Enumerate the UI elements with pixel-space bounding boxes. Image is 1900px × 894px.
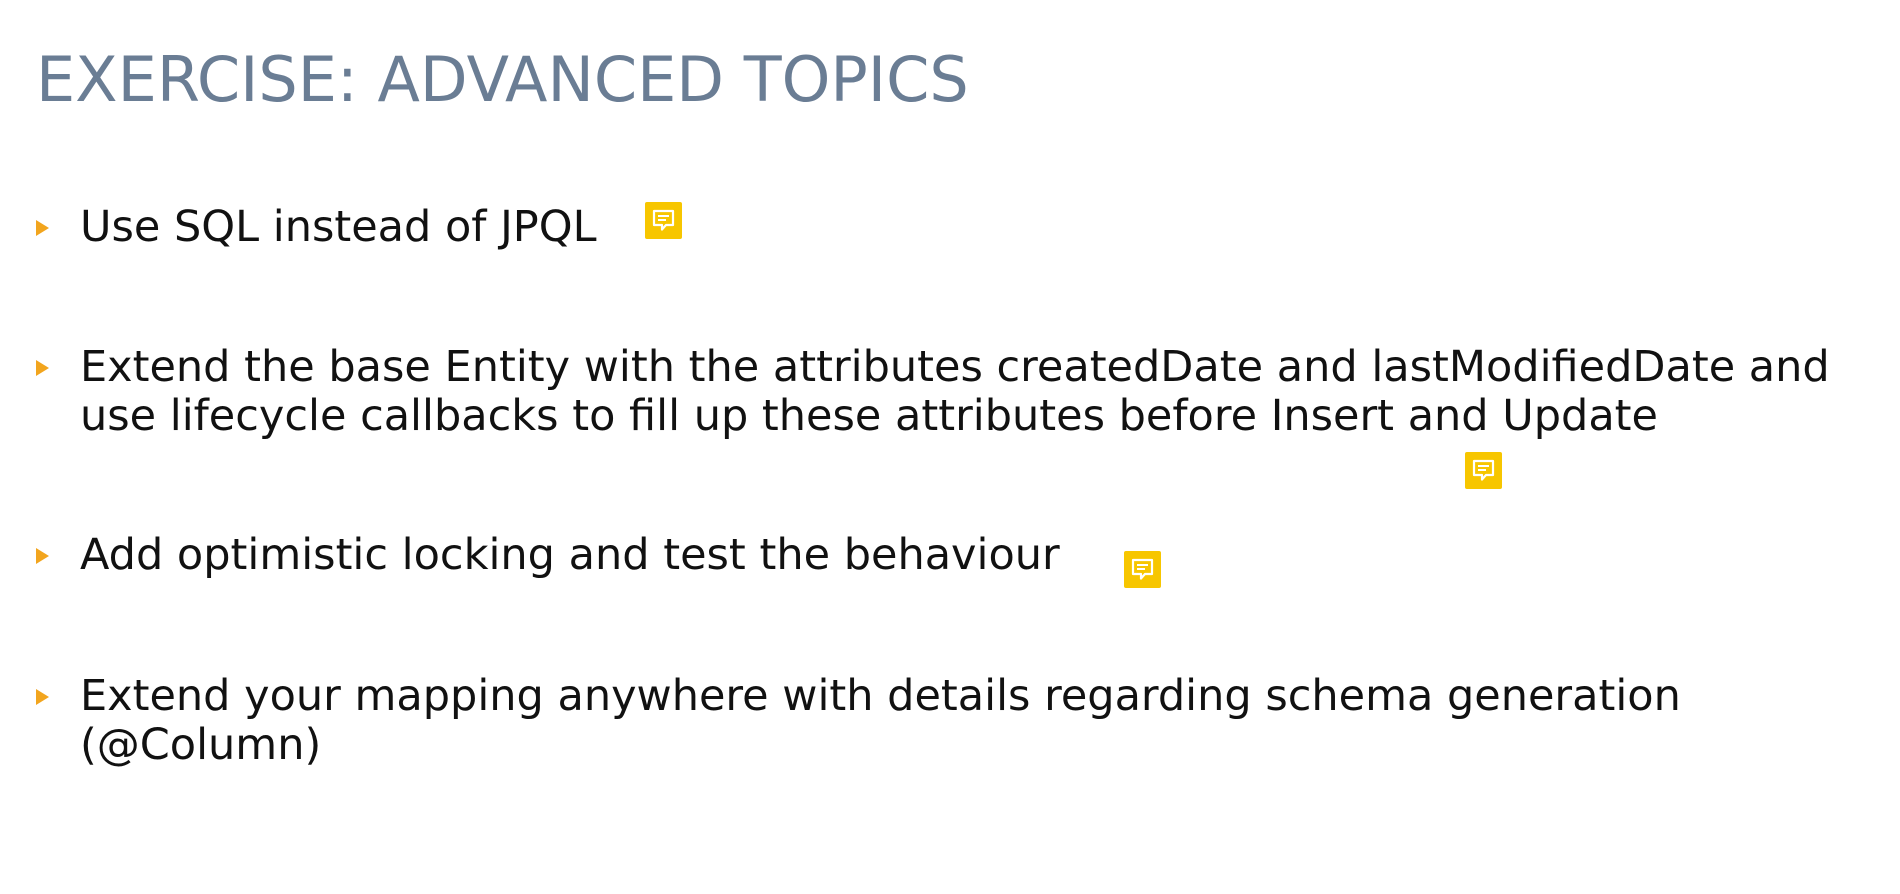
bullet-text-line: Extend the base Entity with the attribut… bbox=[80, 342, 1830, 392]
comment-icon[interactable] bbox=[1465, 452, 1502, 489]
bullet-item: Extend the base Entity with the attribut… bbox=[36, 343, 1846, 441]
bullet-text-line: (@Column) bbox=[80, 720, 322, 770]
slide-title: EXERCISE: ADVANCED TOPICS bbox=[36, 43, 969, 116]
bullet-marker-icon bbox=[36, 360, 49, 376]
comment-icon-glyph bbox=[652, 209, 675, 231]
bullet-text-line: Use SQL instead of JPQL bbox=[80, 202, 597, 252]
bullet-marker-icon bbox=[36, 689, 49, 705]
bullet-marker-icon bbox=[36, 548, 49, 564]
bullet-marker-icon bbox=[36, 220, 49, 236]
comment-icon-glyph bbox=[1472, 459, 1495, 481]
bullet-text-line: Extend your mapping anywhere with detail… bbox=[80, 671, 1681, 721]
bullet-text-line: Add optimistic locking and test the beha… bbox=[80, 530, 1060, 580]
bullet-item: Add optimistic locking and test the beha… bbox=[36, 531, 1846, 580]
bullet-item: Use SQL instead of JPQL bbox=[36, 203, 1846, 252]
comment-icon[interactable] bbox=[645, 202, 682, 239]
comment-icon-glyph bbox=[1131, 558, 1154, 580]
comment-icon[interactable] bbox=[1124, 551, 1161, 588]
bullet-text-line: use lifecycle callbacks to fill up these… bbox=[80, 391, 1658, 441]
bullet-item: Extend your mapping anywhere with detail… bbox=[36, 672, 1846, 770]
